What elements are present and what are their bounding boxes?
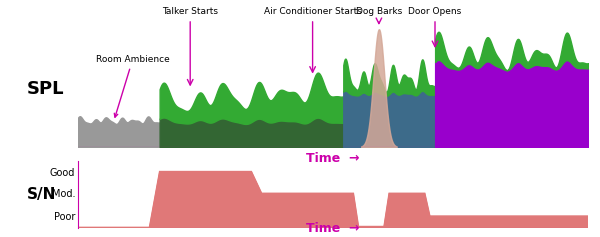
Polygon shape <box>78 172 588 228</box>
Text: Room Ambience: Room Ambience <box>96 55 170 117</box>
Text: Air Conditioner Starts: Air Conditioner Starts <box>263 7 362 16</box>
Text: Dog Barks: Dog Barks <box>356 7 402 16</box>
Text: S/N: S/N <box>27 187 56 202</box>
Text: Time  →: Time → <box>306 152 360 165</box>
Text: Talker Starts: Talker Starts <box>162 7 218 16</box>
Text: Time  →: Time → <box>306 222 360 235</box>
Text: Door Opens: Door Opens <box>409 7 461 16</box>
Text: SPL: SPL <box>27 80 65 98</box>
